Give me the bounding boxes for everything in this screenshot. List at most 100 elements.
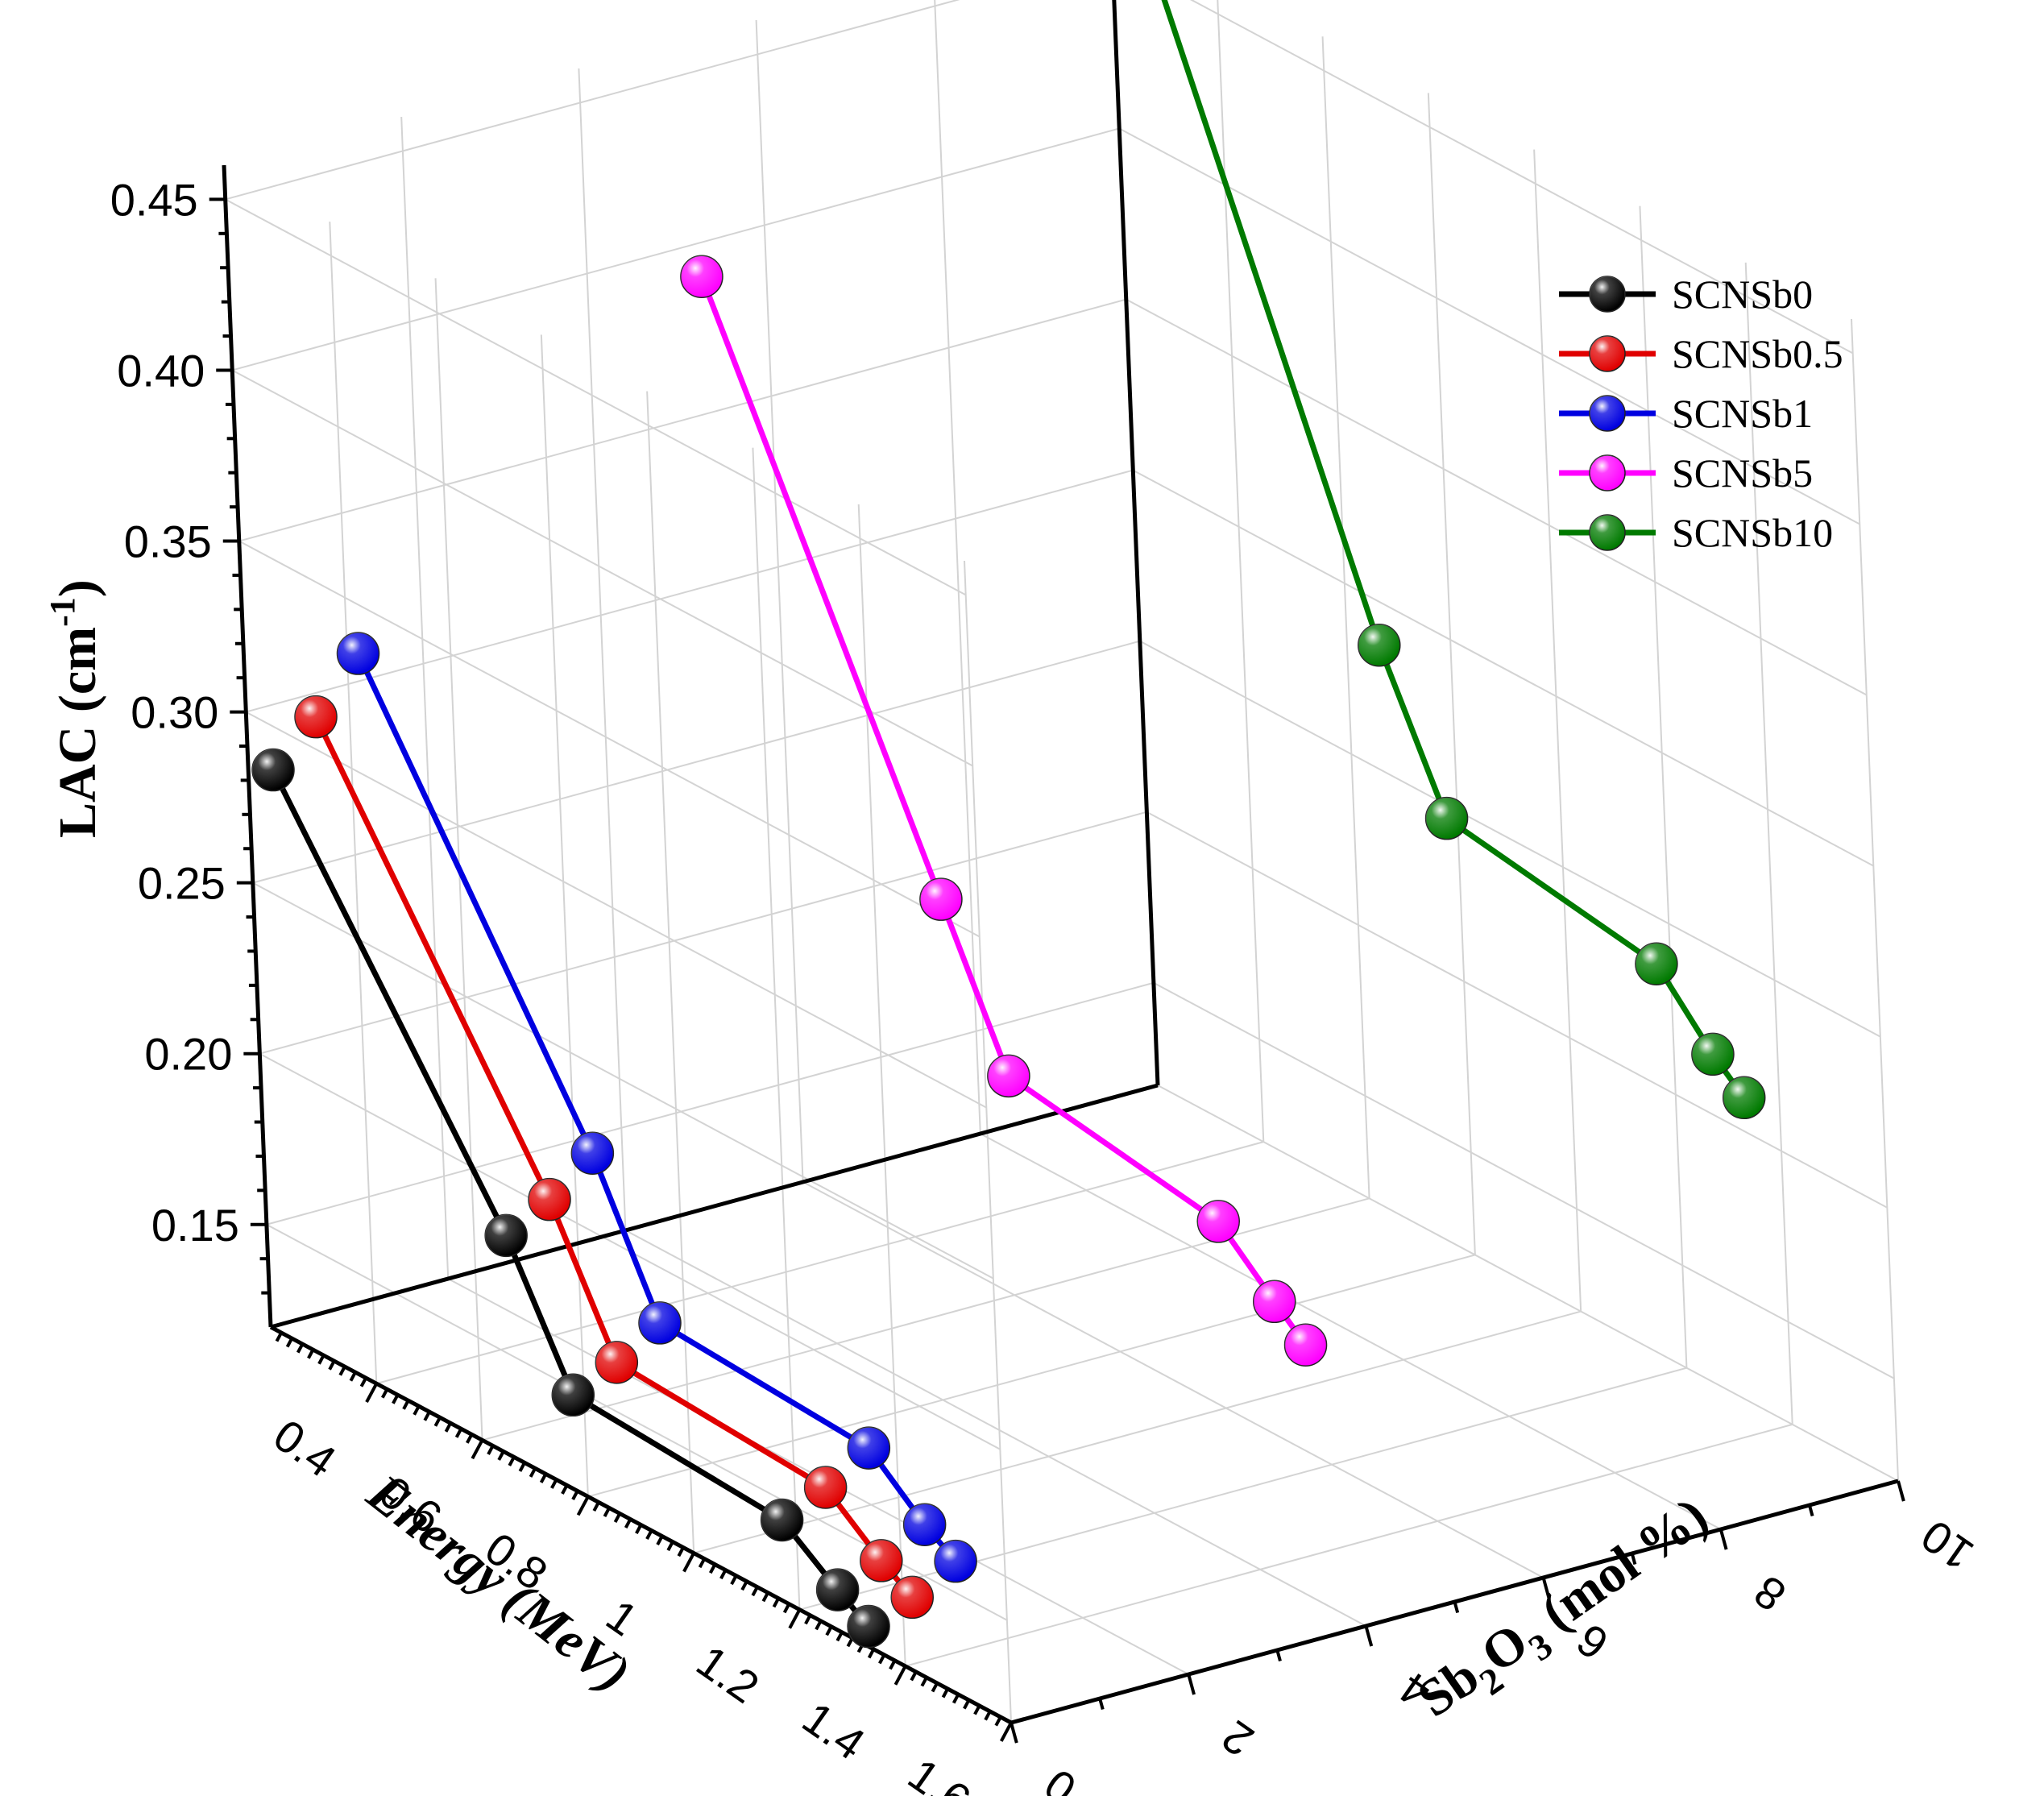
sb2o3-tick — [1453, 1601, 1460, 1614]
energy-tick — [719, 1569, 728, 1580]
data-point-SCNSb0.5-4 — [860, 1539, 903, 1582]
data-point-SCNSb5-1 — [919, 877, 963, 921]
energy-tick — [413, 1405, 421, 1416]
data-point-SCNSb1-2 — [638, 1301, 682, 1345]
energy-tick — [984, 1711, 992, 1721]
grid-line-back-s — [578, 68, 627, 1231]
data-point-SCNSb0-4 — [815, 1568, 860, 1611]
grid-line-side-e — [1533, 149, 1582, 1312]
energy-tick-label: 1.2 — [688, 1636, 769, 1713]
z-tick-label: 0.45 — [110, 174, 198, 225]
series-line-SCNSb0.5 — [313, 715, 914, 1599]
energy-tick — [867, 1648, 876, 1659]
legend-marker — [1589, 514, 1626, 551]
sb2o3-tick — [1187, 1674, 1196, 1695]
grid-line-side-z — [1126, 298, 1868, 696]
grid-line-side-e — [1427, 93, 1476, 1255]
back-vertical-line — [1112, 0, 1160, 1086]
grid-line-left-e — [964, 560, 1012, 1723]
z-axis-title: LAC (cm-1) — [43, 579, 107, 838]
sb2o3-tick — [1630, 1553, 1637, 1566]
energy-tick — [392, 1394, 400, 1404]
energy-tick — [380, 1388, 389, 1399]
grid-line-left-z — [245, 711, 987, 1109]
grid-line-left-z — [252, 881, 994, 1280]
data-point-SCNSb0-2 — [551, 1373, 595, 1417]
grid-line-floor-e — [376, 1141, 1264, 1385]
energy-tick — [576, 1495, 590, 1516]
data-point-SCNSb0.5-1 — [528, 1177, 571, 1222]
energy-tick — [910, 1670, 918, 1682]
energy-tick — [275, 1332, 283, 1342]
energy-tick — [825, 1625, 833, 1636]
energy-tick — [952, 1693, 960, 1704]
energy-tick — [365, 1383, 379, 1404]
legend-label: SCNSb0 — [1672, 272, 1813, 317]
legend-item: SCNSb5 — [1559, 450, 1813, 496]
energy-tick-label: 1.6 — [899, 1748, 980, 1796]
sb2o3-tick — [1010, 1722, 1018, 1744]
grid-line-side-e — [1639, 205, 1688, 1368]
energy-tick — [603, 1507, 611, 1517]
data-point-SCNSb0.5-5 — [890, 1575, 935, 1620]
z-tick-label: 0.40 — [117, 345, 205, 396]
grid-line-back-z — [231, 127, 1120, 371]
energy-tick — [497, 1450, 505, 1461]
data-point-SCNSb0-1 — [484, 1213, 528, 1258]
energy-tick — [444, 1422, 452, 1433]
energy-tick — [878, 1653, 886, 1665]
grid-line-left-z — [238, 540, 981, 938]
legend-item: SCNSb0.5 — [1559, 331, 1843, 376]
grid-line-side-z — [1132, 469, 1874, 867]
sb2o3-tick — [1364, 1625, 1374, 1647]
series-SCNSb1 — [336, 632, 977, 1583]
energy-tick — [788, 1608, 802, 1629]
energy-tick — [539, 1473, 548, 1483]
grid-line-floor-s — [802, 1181, 1544, 1578]
legend-marker — [1589, 335, 1626, 372]
sb2o3-tick — [1807, 1504, 1814, 1517]
data-point-SCNSb1-1 — [570, 1131, 615, 1176]
x-axis-title: Energy (MeV) — [356, 1463, 641, 1704]
energy-tick — [999, 1722, 1013, 1742]
energy-tick — [561, 1484, 569, 1495]
legend-marker — [1589, 454, 1626, 492]
data-point-SCNSb5-2 — [987, 1054, 1030, 1098]
energy-tick — [454, 1428, 463, 1438]
legend-label: SCNSb5 — [1672, 450, 1813, 496]
energy-tick — [730, 1574, 738, 1586]
energy-tick — [761, 1591, 769, 1603]
energy-tick-label: 1.4 — [794, 1692, 874, 1769]
grid-line-left-e — [434, 278, 483, 1441]
sb2o3-tick-label: 10 — [1912, 1510, 1982, 1580]
series-SCNSb0 — [251, 748, 890, 1649]
energy-tick — [804, 1614, 812, 1625]
energy-tick — [624, 1518, 632, 1529]
energy-tick — [893, 1665, 907, 1686]
grid-line-left-z — [231, 369, 973, 767]
energy-tick-label: 0.4 — [265, 1409, 346, 1487]
grid-line-side-z — [1118, 127, 1860, 525]
legend-label: SCNSb0.5 — [1672, 331, 1843, 376]
energy-tick — [296, 1343, 305, 1354]
grid-line-side-z — [1139, 640, 1881, 1038]
energy-tick — [889, 1659, 897, 1670]
energy-tick — [423, 1411, 431, 1421]
grid-line-left-e — [329, 222, 378, 1384]
legend-marker — [1589, 276, 1626, 313]
z-tick-label: 0.25 — [138, 858, 226, 909]
data-point-SCNSb5-0 — [680, 255, 723, 299]
grid-line-back-z — [225, 0, 960, 201]
grid-line-back-z — [238, 298, 1127, 542]
grid-line-side-e — [1321, 36, 1370, 1199]
sb2o3-tick — [1897, 1480, 1905, 1502]
back-floor-line — [270, 1083, 1159, 1329]
sb2o3-tick — [1541, 1577, 1551, 1599]
energy-tick — [571, 1490, 579, 1500]
legend-label: SCNSb10 — [1672, 510, 1833, 555]
data-point-SCNSb5-4 — [1253, 1280, 1296, 1324]
grid-line-side-z — [1146, 811, 1888, 1209]
energy-tick — [328, 1360, 336, 1371]
energy-tick — [677, 1546, 685, 1558]
legend: SCNSb0 SCNSb0.5 SCNSb1 SCNSb5 SCNSb10 — [1559, 272, 1843, 555]
